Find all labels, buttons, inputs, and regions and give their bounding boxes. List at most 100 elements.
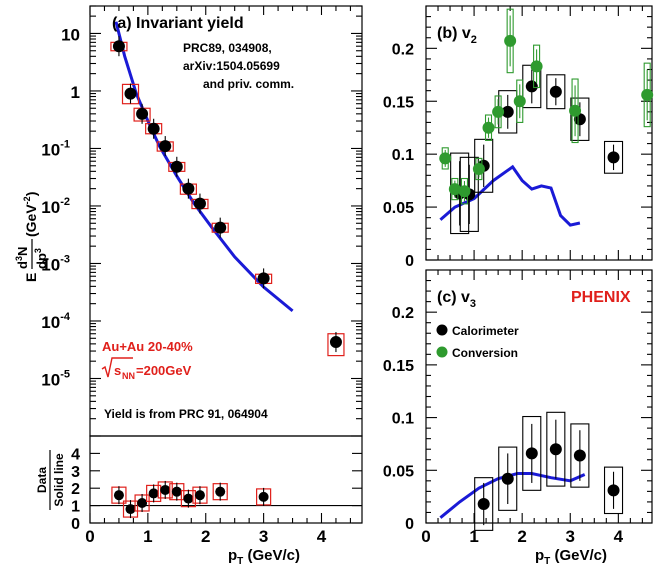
y-tick-label: 0.05	[383, 200, 414, 217]
y-tick-exponent: -4	[60, 311, 71, 323]
data-point	[125, 504, 136, 515]
data-point	[513, 95, 526, 108]
y-tick-label: 0.15	[383, 358, 414, 375]
x-tick-label: 3	[259, 527, 268, 546]
v2-title: (b) v2	[437, 25, 477, 46]
y-tick-mantissa: 10	[41, 370, 60, 389]
data-point	[569, 104, 582, 117]
y-tick-label: 0	[405, 253, 414, 270]
y-tick-label: 0	[405, 516, 414, 533]
data-point	[112, 40, 125, 53]
sys-box	[603, 140, 624, 174]
y-tick-label: 0.1	[392, 411, 414, 428]
data-point	[641, 88, 654, 101]
y-tick-label: 3	[71, 464, 80, 481]
sys-box	[546, 74, 566, 110]
data-point	[525, 447, 538, 460]
y-tick-label: 10-3	[41, 253, 70, 274]
y-tick-mantissa: 1	[71, 83, 80, 102]
yield-y-axis-label: E d3N dp3 (GeV-2)	[14, 192, 49, 282]
data-point	[113, 490, 124, 501]
x-tick-label: 4	[317, 527, 327, 546]
y-tick-label: 10-4	[41, 311, 71, 332]
y-tick-label: 2	[71, 481, 80, 498]
y-tick-label: 0.05	[383, 463, 414, 480]
y-tick-mantissa: 10	[61, 25, 80, 44]
left-x-axis-label: pT (GeV/c)	[228, 547, 300, 567]
y-tick-exponent: -5	[60, 368, 70, 380]
x-tick-label: 0	[421, 527, 430, 546]
model-curve	[439, 472, 586, 519]
x-tick-label: 0	[85, 527, 94, 546]
y-tick-label: 0.1	[392, 147, 414, 164]
svg-text:E: E	[23, 273, 39, 282]
energy-subscript: NN	[122, 371, 135, 381]
experiment-label: PHENIX	[571, 289, 631, 306]
energy-value: =200GeV	[136, 363, 192, 378]
svg-text:dp3: dp3	[33, 248, 49, 269]
data-point	[183, 493, 194, 504]
data-point	[148, 488, 159, 499]
svg-text:(GeV-2): (GeV-2)	[22, 192, 39, 237]
data-point	[258, 491, 269, 502]
y-tick-label: 10	[61, 25, 80, 44]
y-tick-label: 1	[71, 83, 80, 102]
y-tick-exponent: -1	[60, 138, 70, 150]
sys-box	[570, 423, 590, 488]
y-tick-mantissa: 10	[41, 198, 60, 217]
y-tick-label: 10-1	[41, 138, 70, 159]
data-point	[477, 498, 490, 511]
data-point	[147, 122, 160, 135]
yield-footnote: Yield is from PRC 91, 064904	[104, 407, 268, 421]
data-point	[159, 140, 172, 153]
legend-label-conversion: Conversion	[452, 346, 518, 360]
y-tick-mantissa: 10	[41, 255, 60, 274]
v3-plot: 0 0.05 0.1 0.15 0.2 0 1 2 3 4	[383, 270, 652, 546]
y-tick-exponent: -3	[60, 253, 70, 265]
data-point	[257, 272, 270, 285]
data-point	[137, 497, 148, 508]
sqrt-sign	[101, 357, 133, 378]
ratio-plot-frame	[89, 435, 363, 524]
svg-text:d3N: d3N	[14, 247, 30, 269]
data-point	[215, 486, 226, 497]
y-tick-label: 0.15	[383, 94, 414, 111]
x-tick-label: 1	[469, 527, 478, 546]
svg-text:Solid line: Solid line	[52, 453, 66, 507]
ratio-y-axis-label: Data Solid line	[35, 450, 66, 510]
y-tick-exponent: -2	[60, 196, 70, 208]
y-tick-label: 10-5	[41, 368, 70, 389]
sys-box	[603, 466, 624, 515]
data-point	[472, 162, 485, 175]
data-point	[448, 183, 461, 196]
energy-symbol: s	[114, 363, 121, 378]
right-x-axis-label: pT (GeV/c)	[535, 547, 607, 567]
reference-line-1: PRC89, 034908,	[183, 41, 272, 55]
data-point	[482, 121, 495, 134]
sys-box	[546, 411, 566, 487]
x-tick-label: 4	[614, 527, 624, 546]
data-point	[501, 472, 514, 485]
y-tick-label: 4	[71, 446, 80, 463]
data-point	[549, 443, 562, 456]
data-point	[170, 160, 183, 173]
y-tick-mantissa: 10	[41, 313, 60, 332]
y-tick-label: 10-2	[41, 196, 70, 217]
y-tick-label: 0.2	[392, 305, 414, 322]
v3-plot-frame	[425, 269, 653, 524]
sys-box	[570, 97, 590, 141]
v3-title: (c) v3	[437, 289, 476, 310]
data-point	[607, 151, 620, 164]
sys-box	[498, 446, 518, 511]
data-point	[573, 449, 586, 462]
data-point	[182, 182, 195, 195]
x-tick-label: 1	[143, 527, 152, 546]
x-tick-label: 2	[517, 527, 526, 546]
data-point	[439, 152, 452, 165]
y-tick-label: 0.2	[392, 41, 414, 58]
data-point	[607, 484, 620, 497]
data-point	[171, 486, 182, 497]
